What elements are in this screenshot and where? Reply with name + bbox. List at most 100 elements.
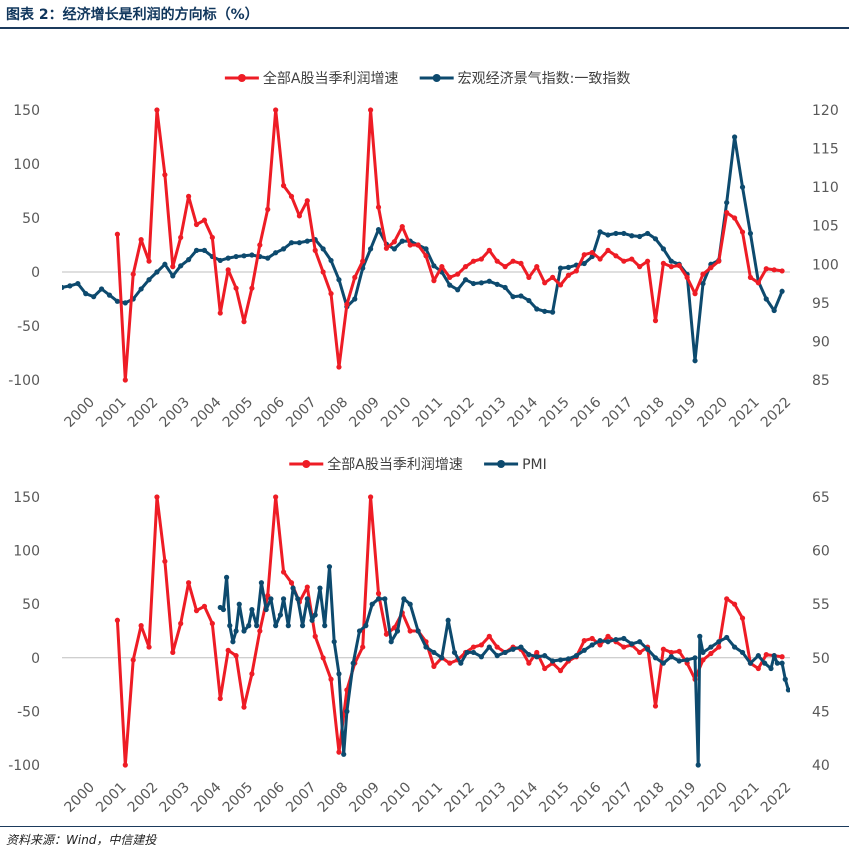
legend-label: 全部A股当季利润增速 — [327, 456, 463, 473]
data-point — [217, 310, 223, 316]
legend-swatch-marker — [432, 74, 441, 82]
data-point — [779, 654, 785, 660]
data-point — [692, 358, 698, 364]
data-point — [652, 655, 659, 661]
data-point — [356, 628, 363, 634]
data-point — [739, 229, 746, 235]
data-point — [331, 639, 337, 645]
data-point — [296, 213, 302, 219]
data-point — [763, 266, 769, 272]
data-point — [394, 628, 401, 634]
data-point — [458, 660, 464, 666]
data-point — [550, 274, 556, 280]
x-tick-label: 2014 — [505, 394, 542, 431]
x-tick-label: 2006 — [251, 779, 288, 816]
data-point — [178, 620, 184, 627]
y-right-tick-label: 45 — [812, 704, 830, 720]
data-point — [668, 654, 674, 660]
data-point — [660, 260, 666, 266]
data-point — [771, 267, 777, 273]
y-left-tick-label: 100 — [13, 544, 40, 560]
data-point — [700, 649, 706, 656]
data-point — [557, 668, 564, 674]
data-point — [336, 671, 342, 677]
legend-swatch-marker — [302, 460, 311, 468]
data-point — [138, 623, 144, 629]
x-tick-label: 2003 — [156, 779, 193, 816]
data-point — [257, 242, 263, 248]
y-left-tick-label: -100 — [8, 758, 40, 774]
data-point — [684, 657, 690, 663]
data-point — [486, 633, 492, 639]
data-point — [193, 608, 200, 614]
data-point — [383, 631, 390, 637]
data-point — [328, 257, 334, 264]
data-point — [526, 297, 532, 304]
title-divider — [0, 27, 849, 29]
x-tick-label: 2001 — [93, 394, 130, 431]
y-right-tick-label: 40 — [812, 758, 830, 774]
y-left-tick-label: -50 — [17, 319, 40, 335]
data-point — [368, 107, 374, 113]
data-point — [162, 172, 168, 178]
data-point — [122, 762, 128, 768]
legend-swatch-marker — [237, 74, 246, 82]
data-point — [170, 273, 176, 279]
data-point — [621, 230, 627, 237]
y-left-tick-label: 100 — [13, 157, 40, 173]
data-point — [739, 615, 746, 621]
data-point — [67, 283, 73, 289]
data-point — [581, 638, 587, 644]
data-point — [178, 234, 184, 241]
data-point — [573, 268, 579, 274]
data-point — [565, 656, 572, 662]
y-left-tick-label: -100 — [8, 373, 40, 389]
legend-label: PMI — [522, 457, 547, 473]
y-left-tick-label: 50 — [22, 597, 40, 613]
data-point — [478, 256, 484, 262]
data-point — [502, 284, 508, 291]
data-point — [747, 274, 754, 280]
series-indicator — [217, 564, 790, 768]
y-right-tick-label: 50 — [812, 651, 830, 667]
x-tick-label: 2003 — [156, 394, 193, 431]
y-right-tick-label: 85 — [812, 373, 830, 389]
data-point — [494, 644, 500, 650]
data-point — [708, 644, 714, 650]
data-point — [162, 558, 168, 564]
data-point — [170, 264, 176, 270]
data-point — [312, 633, 318, 639]
footer-divider — [0, 826, 849, 827]
y-right-tick-label: 100 — [812, 257, 839, 273]
data-point — [542, 280, 548, 286]
data-point — [268, 596, 274, 602]
data-point — [755, 653, 761, 659]
data-point — [201, 603, 208, 609]
data-point — [320, 246, 326, 252]
x-tick-label: 2007 — [283, 779, 320, 816]
data-point — [352, 274, 358, 280]
data-point — [336, 749, 342, 755]
x-tick-label: 2011 — [410, 779, 447, 816]
x-tick-label: 2010 — [378, 394, 415, 431]
data-point — [162, 261, 168, 267]
data-point — [510, 646, 516, 652]
data-point — [581, 647, 587, 653]
data-point — [668, 264, 674, 270]
data-point — [478, 280, 484, 286]
y-left-tick-label: 0 — [31, 651, 40, 667]
y-left-tick-label: -50 — [17, 704, 40, 720]
data-point — [401, 596, 407, 602]
data-point — [629, 233, 635, 239]
data-point — [220, 606, 227, 613]
data-point — [445, 617, 451, 623]
data-point — [439, 264, 445, 270]
data-point — [763, 296, 769, 302]
data-point — [154, 107, 160, 113]
y-left-tick-label: 150 — [13, 103, 40, 119]
data-point — [762, 660, 768, 666]
data-point — [320, 269, 326, 275]
data-point — [344, 301, 350, 307]
data-point — [423, 246, 429, 252]
data-point — [550, 658, 556, 664]
